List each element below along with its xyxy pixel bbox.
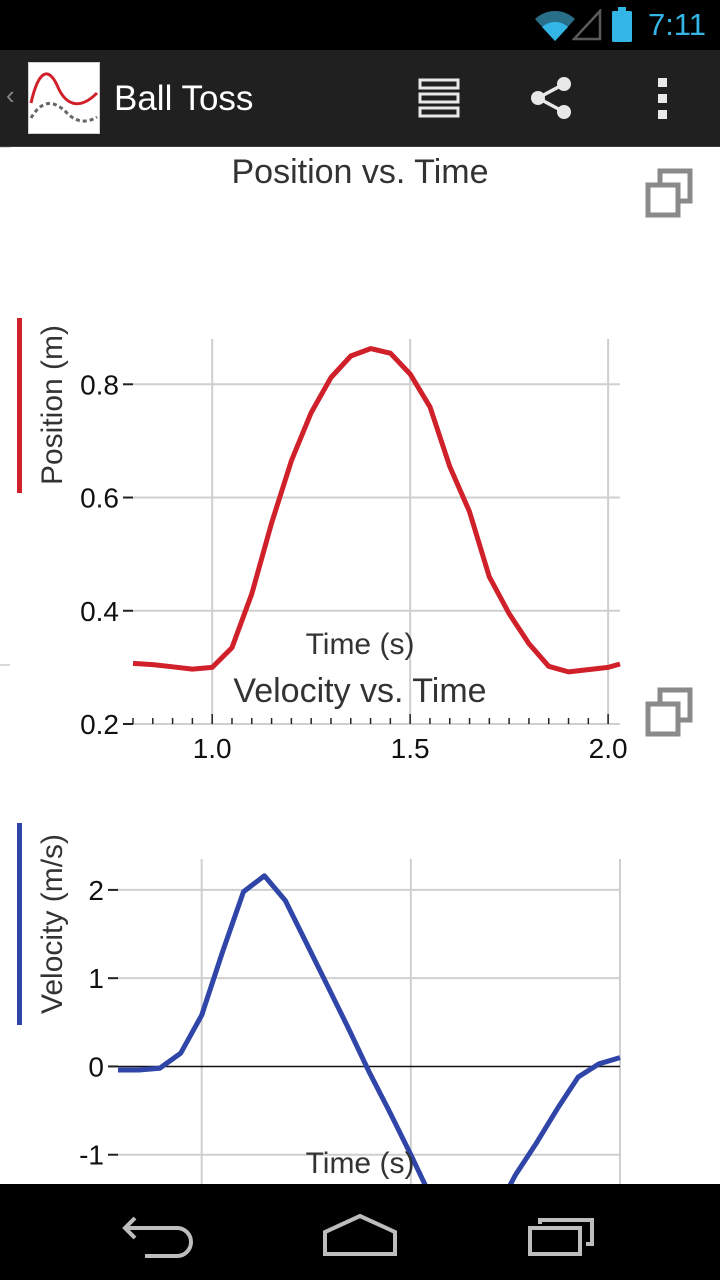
x-tick-label: 2.0 xyxy=(589,733,628,764)
maximize-icon[interactable] xyxy=(645,168,693,218)
signal-icon xyxy=(572,9,602,41)
charts-canvas: Position vs. Time 0.2 0.4 0.6 0.8 1.0 1.5 2.0… xyxy=(0,146,693,1280)
velocity-color-bar xyxy=(17,823,22,1025)
wifi-icon xyxy=(535,10,575,41)
home-icon[interactable] xyxy=(315,1204,405,1260)
y-axis-label: Position (m) xyxy=(36,325,69,485)
status-clock: 7:11 xyxy=(647,7,706,42)
position-color-bar xyxy=(17,318,22,493)
status-bar: 7:11 xyxy=(0,0,720,50)
position-line xyxy=(132,346,621,675)
graph-area: Position vs. Time 0.2 0.4 0.6 0.8 1.0 1.5 2.0… xyxy=(0,146,720,1280)
velocity-line xyxy=(118,873,621,1232)
axis-ticks xyxy=(123,383,609,725)
back-icon[interactable] xyxy=(115,1204,205,1260)
y-tick-label: 0.8 xyxy=(80,369,119,400)
grid-lines xyxy=(118,859,621,1244)
y-tick-label: 1 xyxy=(88,963,104,994)
grid-lines xyxy=(133,339,620,725)
overflow-menu-icon[interactable] xyxy=(636,70,692,126)
y-tick-label: 0 xyxy=(88,1051,104,1082)
x-tick-label: 1.5 xyxy=(391,733,430,764)
position-chart[interactable]: Position vs. Time 0.2 0.4 0.6 0.8 1.0 1.5 2.0… xyxy=(0,146,693,764)
list-view-icon[interactable] xyxy=(412,70,468,126)
battery-icon xyxy=(612,7,632,42)
recent-apps-icon[interactable] xyxy=(520,1204,610,1260)
x-axis-label: Time (s) xyxy=(306,1147,415,1180)
up-chevron-icon[interactable]: ‹ xyxy=(6,80,15,110)
chart-title: Position vs. Time xyxy=(232,153,489,191)
chart-title: Velocity vs. Time xyxy=(233,672,486,710)
x-tick-label: 1.0 xyxy=(193,733,232,764)
x-axis-label: Time (s) xyxy=(306,628,415,661)
y-tick-label: 0.6 xyxy=(80,483,119,514)
maximize-icon[interactable] xyxy=(645,687,693,737)
y-tick-label: 0.2 xyxy=(80,709,119,740)
app-title: Ball Toss xyxy=(114,79,254,118)
axis-ticks xyxy=(108,888,621,1244)
action-bar: ‹ Ball Toss xyxy=(0,50,720,147)
x-tick-labels: 1.0 1.5 2.0 xyxy=(193,733,628,764)
y-tick-label: 2 xyxy=(88,875,104,906)
app-icon[interactable] xyxy=(28,62,100,134)
share-icon[interactable] xyxy=(524,70,580,126)
y-tick-label: -1 xyxy=(79,1140,104,1171)
y-tick-label: 0.4 xyxy=(80,596,119,627)
y-tick-labels: 0.2 0.4 0.6 0.8 xyxy=(80,369,119,740)
navigation-bar xyxy=(0,1184,720,1280)
y-axis-label: Velocity (m/s) xyxy=(36,834,69,1014)
